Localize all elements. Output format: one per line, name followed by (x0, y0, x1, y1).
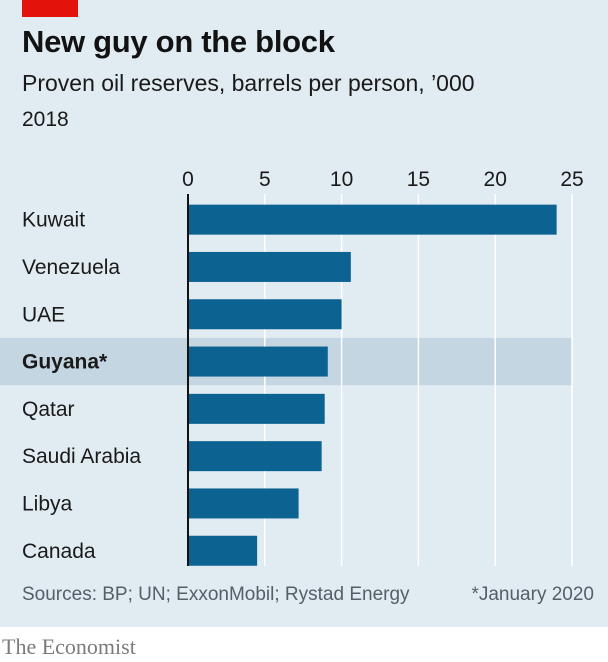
bar-saudi-arabia (188, 441, 322, 472)
category-label: Saudi Arabia (22, 445, 141, 468)
x-tick-label: 0 (182, 168, 194, 191)
x-tick-label: 15 (407, 168, 430, 191)
brand-red-tab (22, 0, 78, 17)
bar-chart: 0 5 10 15 20 25 Kuwait Venezuela UAE Guyana* Qatar… (0, 168, 584, 566)
category-label: UAE (22, 303, 65, 326)
x-tick-label: 20 (484, 168, 507, 191)
bar-libya (188, 488, 299, 519)
bar-venezuela (188, 251, 351, 282)
chart-subtitle: Proven oil reserves, barrels per person,… (22, 70, 475, 96)
bar-guyana (188, 346, 328, 377)
bar-qatar (188, 393, 325, 424)
bar-kuwait (188, 204, 557, 235)
x-tick-label: 25 (560, 168, 583, 191)
category-label: Kuwait (22, 209, 85, 232)
category-label: Guyana* (22, 351, 108, 374)
footnote: *January 2020 (471, 584, 594, 605)
x-tick-label: 10 (330, 168, 353, 191)
category-label: Canada (22, 540, 96, 563)
bar-uae (188, 299, 342, 330)
category-label: Qatar (22, 398, 75, 421)
category-label: Libya (22, 492, 73, 515)
source-note: Sources: BP; UN; ExxonMobil; Rystad Ener… (22, 584, 410, 605)
category-label: Venezuela (22, 256, 120, 279)
x-tick-label: 5 (259, 168, 271, 191)
economist-logo: The Economist (2, 634, 136, 659)
chart-title: New guy on the block (22, 24, 335, 59)
chart-year: 2018 (22, 108, 69, 131)
bar-canada (188, 535, 258, 566)
